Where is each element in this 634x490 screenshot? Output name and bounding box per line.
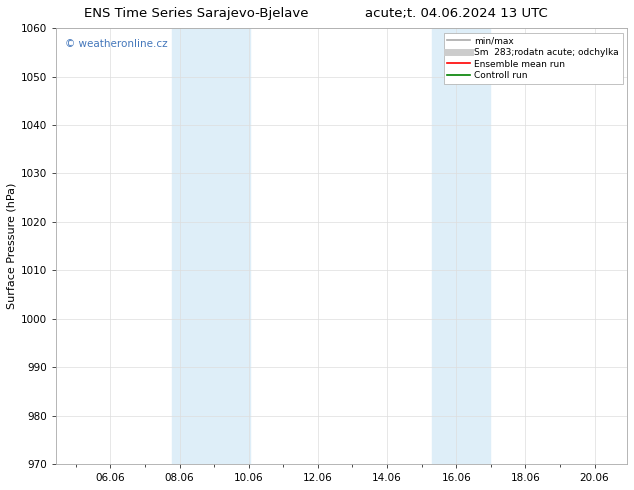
Bar <box>432 28 491 464</box>
Text: acute;t. 04.06.2024 13 UTC: acute;t. 04.06.2024 13 UTC <box>365 7 548 21</box>
Y-axis label: Surface Pressure (hPa): Surface Pressure (hPa) <box>7 183 17 309</box>
Legend: min/max, Sm  283;rodatn acute; odchylka, Ensemble mean run, Controll run: min/max, Sm 283;rodatn acute; odchylka, … <box>444 33 623 84</box>
Bar <box>172 28 250 464</box>
Text: © weatheronline.cz: © weatheronline.cz <box>65 39 167 49</box>
Text: ENS Time Series Sarajevo-Bjelave: ENS Time Series Sarajevo-Bjelave <box>84 7 309 21</box>
